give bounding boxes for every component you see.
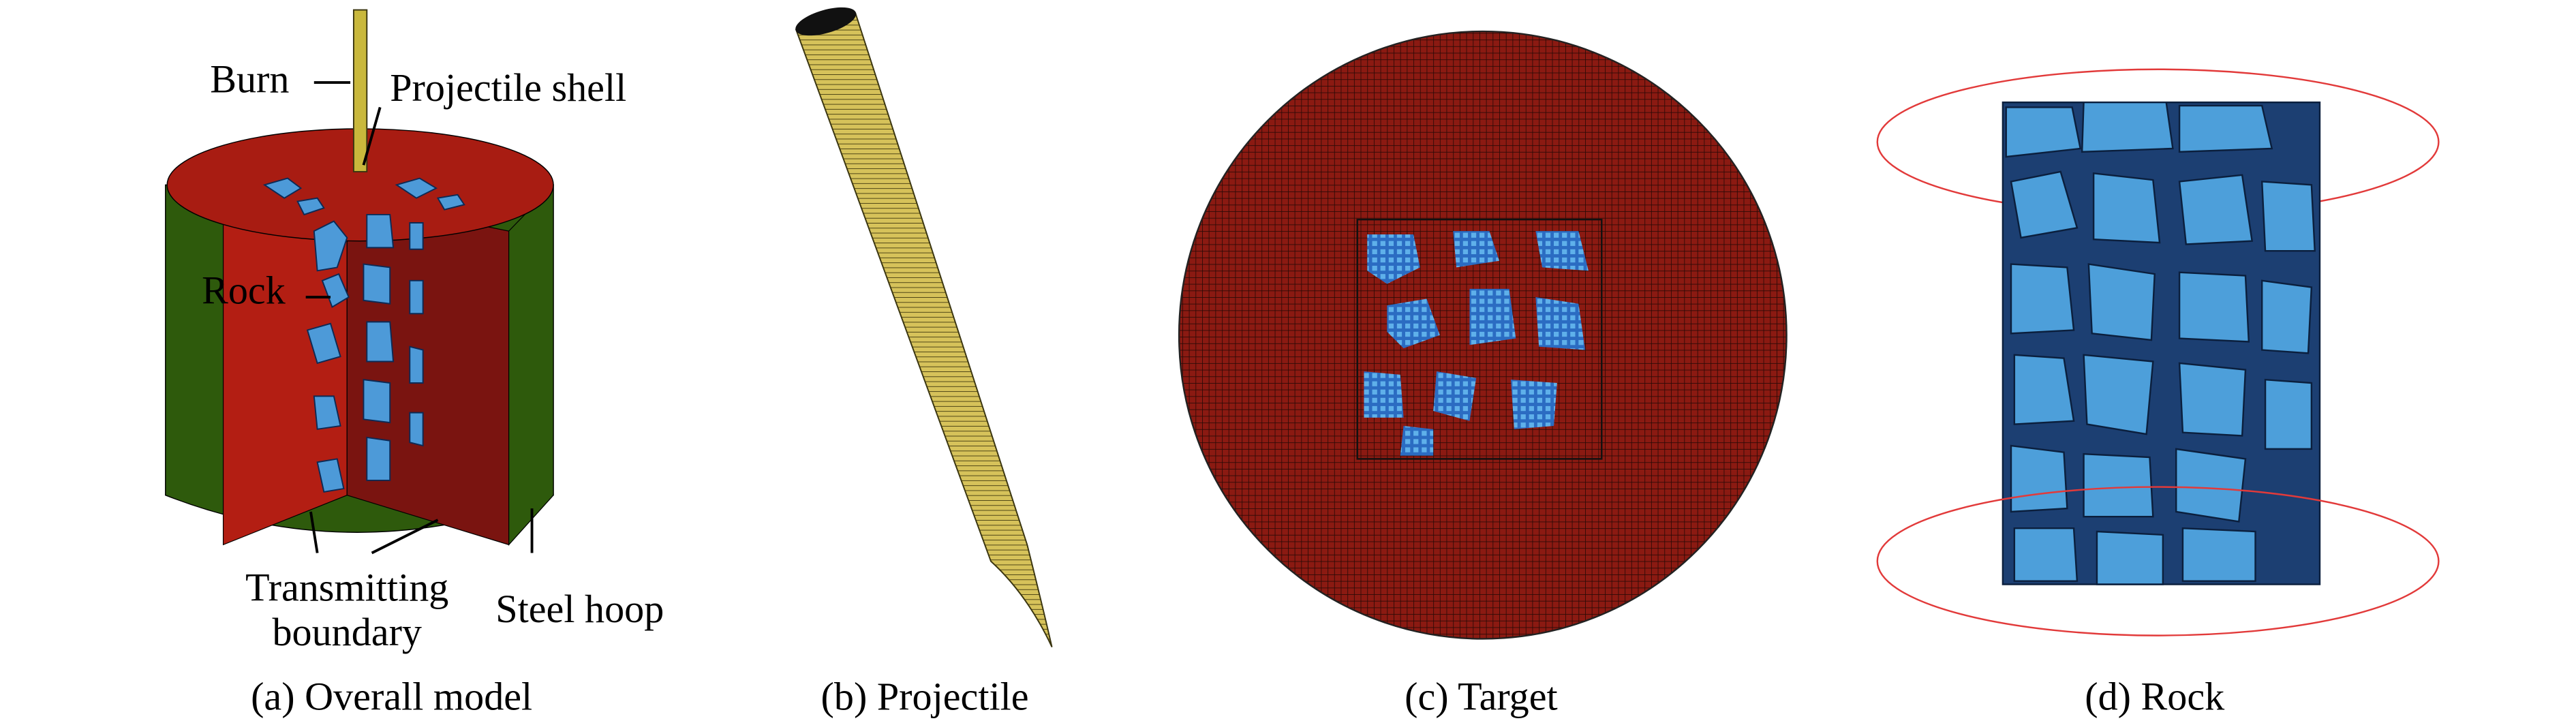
projectile-end: [795, 7, 857, 36]
label-rock: Rock: [202, 268, 286, 313]
rock: [1876, 68, 2440, 636]
hoop-face: [508, 183, 554, 546]
overall-model: Burn Projectile shell Rock Transmitting …: [165, 9, 664, 654]
rock-fragments: [262, 177, 465, 493]
target: [1178, 30, 1788, 640]
label-boundary: boundary: [272, 610, 422, 654]
caption: (b) Projectile: [821, 675, 1029, 719]
label-projectile-shell: Projectile shell: [390, 65, 626, 110]
caption: (a) Overall model: [251, 675, 532, 719]
caption: (d) Rock: [2085, 675, 2225, 719]
ring-bottom: [1876, 486, 2440, 636]
rock-grains: [2005, 101, 2316, 585]
rock-blobs: [1364, 231, 1589, 456]
projectile: [795, 7, 1053, 647]
label-steel-hoop: Steel hoop: [495, 587, 664, 631]
projectile-rod: [352, 9, 368, 172]
cut-face: [346, 197, 510, 546]
caption: (c) Target: [1405, 675, 1558, 719]
label-transmitting: Transmitting: [245, 566, 448, 610]
arrows: [305, 81, 534, 555]
projectile-body: [795, 12, 1053, 647]
label-burn: Burn: [210, 57, 289, 102]
